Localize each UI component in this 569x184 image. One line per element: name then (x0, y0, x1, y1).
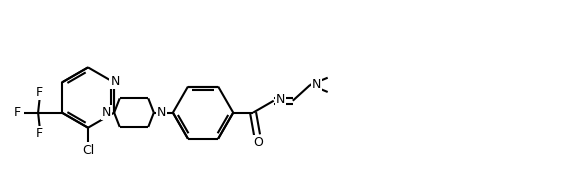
Text: F: F (36, 86, 43, 98)
Text: F: F (36, 127, 43, 140)
Text: N: N (110, 75, 119, 88)
Text: N: N (102, 106, 111, 119)
Text: O: O (253, 136, 263, 149)
Text: F: F (14, 106, 21, 119)
Text: Cl: Cl (82, 144, 94, 157)
Text: N: N (312, 78, 321, 91)
Text: N: N (276, 93, 286, 106)
Text: N: N (157, 106, 166, 119)
